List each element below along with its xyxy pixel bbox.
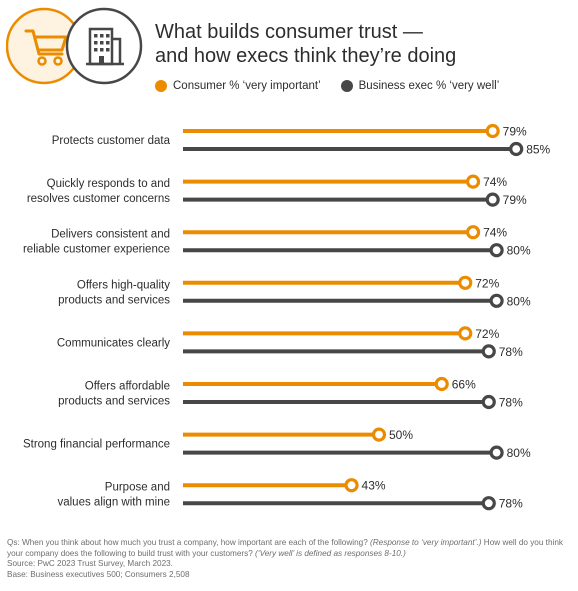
consumer-marker: [465, 225, 481, 240]
category-label-line: Delivers consistent and: [51, 229, 170, 241]
category-label: Communicates clearly: [57, 337, 170, 349]
business-marker: [485, 192, 500, 207]
consumer-value-label: 74%: [483, 175, 507, 189]
business-value-label: 78%: [499, 497, 523, 511]
consumer-marker: [465, 174, 481, 189]
consumer-marker: [434, 376, 449, 392]
business-value-label: 85%: [526, 143, 550, 157]
legend-item-business: Business exec % ‘very well’: [340, 80, 500, 92]
business-marker: [489, 243, 504, 258]
category-label-line: products and services: [58, 294, 170, 306]
legend: Consumer % ‘very important’ Business exe…: [155, 80, 519, 92]
business-marker: [481, 496, 496, 511]
category-label-line: Protects customer data: [52, 135, 171, 147]
consumer-value-label: 50%: [389, 428, 413, 442]
business-value-label: 80%: [507, 446, 531, 460]
chart-title-line-2: and how execs think they’re doing: [155, 45, 457, 67]
consumer-marker: [344, 478, 359, 493]
category-label-line: Offers affordable: [85, 381, 170, 393]
consumer-value-label: 72%: [475, 327, 499, 341]
chart-title-line-1: What builds consumer trust —: [155, 21, 423, 43]
business-marker: [481, 394, 496, 410]
footnote-source: Source: PwC 2023 Trust Survey, March 202…: [7, 559, 173, 569]
consumer-marker: [458, 326, 473, 341]
category-label-line: reliable customer experience: [23, 244, 170, 256]
category-label-line: Purpose and: [105, 482, 170, 494]
footnote-question: Qs: When you think about how much you tr…: [7, 538, 563, 558]
business-marker: [481, 344, 496, 359]
business-marker: [489, 293, 504, 308]
office-building-icon: [65, 7, 143, 85]
category-label: Delivers consistent and reliable customer…: [23, 229, 170, 256]
header-icons: [6, 7, 143, 85]
category-label: Purpose and values align with mine: [57, 482, 170, 509]
footnote: Qs: When you think about how much you tr…: [7, 538, 573, 580]
category-label-line: values align with mine: [57, 497, 170, 509]
dumbbell-bar-chart: Protects customer data 79% 85% Quickly resp…: [23, 123, 551, 511]
consumer-value-label: 74%: [483, 226, 507, 240]
category-label-line: Quickly responds to and: [47, 178, 170, 190]
legend-dot-consumer: [155, 80, 167, 92]
chart-title: What builds consumer trust — and how exe…: [155, 20, 456, 68]
consumer-value-label: 66%: [452, 378, 476, 392]
legend-item-consumer: Consumer % ‘very important’: [155, 80, 321, 92]
business-value-label: 80%: [507, 244, 531, 258]
consumer-value-label: 43%: [362, 479, 386, 493]
category-label-line: Offers high-quality: [77, 279, 170, 291]
legend-dot-business: [340, 80, 353, 92]
consumer-marker: [371, 427, 387, 442]
legend-label-business: Business exec % ‘very well’: [358, 80, 500, 92]
category-label-line: Communicates clearly: [57, 337, 170, 349]
category-label-line: Strong financial performance: [23, 439, 170, 451]
business-value-label: 78%: [499, 345, 523, 359]
category-label: Offers high-quality products and services: [58, 279, 170, 306]
consumer-value-label: 79%: [503, 125, 527, 139]
business-value-label: 78%: [499, 396, 523, 410]
category-label: Quickly responds to and resolves customer…: [27, 178, 170, 205]
legend-label-consumer: Consumer % ‘very important’: [173, 80, 321, 92]
category-label: Strong financial performance: [23, 439, 170, 451]
category-label: Protects customer data: [52, 135, 171, 147]
business-value-label: 79%: [503, 193, 527, 207]
consumer-marker: [458, 275, 473, 290]
consumer-value-label: 72%: [475, 276, 499, 290]
category-label-line: products and services: [58, 396, 170, 408]
footnote-base: Base: Business executives 500; Consumers…: [7, 569, 190, 579]
business-marker: [509, 141, 524, 157]
category-label-line: resolves customer concerns: [27, 193, 170, 205]
category-label: Offers affordable products and services: [58, 381, 170, 408]
business-value-label: 80%: [507, 294, 531, 308]
business-marker: [489, 445, 504, 460]
consumer-marker: [485, 123, 500, 139]
